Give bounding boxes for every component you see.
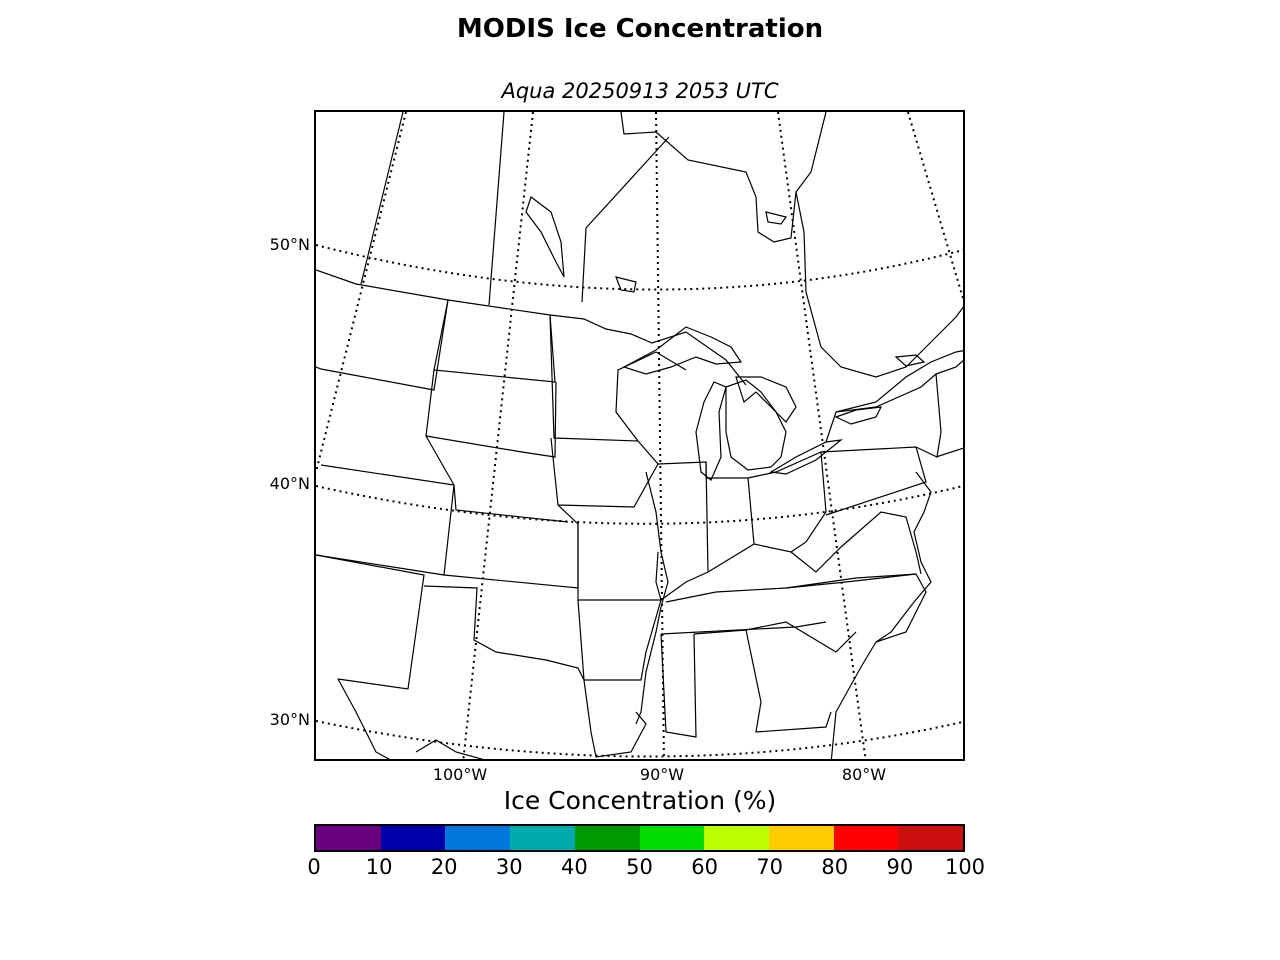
chart-title: MODIS Ice Concentration [456,14,824,44]
state-al-ga [693,629,832,733]
state-in [705,462,755,573]
atlantic-coast [830,471,932,759]
state-wy-co [316,464,455,576]
state-ks-ok [443,522,579,589]
lon-label-90w: 90°W [639,765,685,784]
parallel-50n [316,244,963,291]
state-ga-sc [745,621,857,653]
colorbar-title: Ice Concentration (%) [503,786,777,815]
southampton-island [765,211,788,225]
anticosti [894,354,926,367]
state-sd-ne [425,369,557,458]
michigan-lp [725,379,787,471]
colorbar-segment [574,826,640,850]
state-ky-tn [665,573,917,603]
colorbar-tick-label: 90 [886,855,914,879]
lon-label-100w: 100°W [432,765,488,784]
state-mn [549,314,639,442]
state-nm [316,554,425,690]
state-mo [557,504,662,601]
colorbar-segment [380,826,446,850]
lake-michigan [695,381,727,481]
colorbar-segment [445,826,511,850]
lon-label-80w: 80°W [841,765,887,784]
lat-label-50n: 50°N [269,235,310,254]
colorbar-segment [898,826,964,850]
colorbar-tick-label: 100 [944,855,986,879]
state-wi [615,351,687,442]
lake-erie [769,439,844,475]
colorbar-segment [510,826,575,850]
colorbar-segment [833,826,899,850]
us-canada-border [316,269,747,386]
meridian-70w [907,112,963,302]
state-pa [820,446,927,516]
st-lawrence [835,350,963,413]
colorbar-tick-label: 50 [626,855,653,879]
chart-subtitle: Aqua 20250913 2053 UTC [501,79,779,103]
state-tx-gulf [415,739,484,759]
meridian-90w [655,112,665,759]
colorbar-tick-label: 60 [691,855,718,879]
state-ms-al [660,633,697,738]
lat-label-30n: 30°N [269,710,310,729]
state-va [790,511,922,575]
parallel-30n [316,720,963,758]
map-panel [314,110,965,761]
colorbar-segment [768,826,834,850]
map-svg [316,112,963,759]
state-tn-south [660,621,827,635]
quebec-coast [795,191,963,378]
state-ok-tx [423,585,585,681]
state-ia [550,437,659,508]
lake-huron [735,376,797,423]
state-ar [577,599,662,681]
lake-nipigon [615,276,637,293]
colorbar-segment [316,826,381,850]
state-nd-sd [433,299,556,383]
colorbar-tick-label: 30 [495,855,523,879]
hudson-bay-coast [620,112,827,243]
meridian-80w [777,112,867,759]
lat-label-40n: 40°N [269,474,310,493]
state-la [583,679,647,758]
colorbar-segment [639,826,705,850]
state-il [657,461,709,601]
state-tx-coast [337,678,390,759]
province-border-sk-mb [488,112,505,306]
mississippi-river [635,471,669,725]
province-border-mb-on [581,136,670,303]
colorbar-tick-label: 10 [365,855,393,879]
colorbar-tick-label: 80 [821,855,849,879]
colorbar [314,824,965,852]
lake-ontario [834,406,883,425]
province-border-ab-sk [360,112,404,285]
colorbar-tick-label: 20 [430,855,458,879]
state-ne-coast [935,359,963,458]
lake-superior [622,326,743,375]
lake-winnipeg [525,196,565,278]
state-ne-ks [425,435,569,523]
state-mt [316,299,449,391]
colorbar-tick-label: 70 [756,855,784,879]
colorbar-segment [704,826,769,850]
meridian-100w [462,112,534,759]
meridian-110w [316,112,407,473]
state-ny [825,372,942,458]
parallel-40n [316,484,963,525]
state-oh [747,451,827,553]
colorbar-tick-label: 40 [561,855,588,879]
colorbar-tick-label: 0 [307,855,321,879]
state-nc [785,573,927,643]
